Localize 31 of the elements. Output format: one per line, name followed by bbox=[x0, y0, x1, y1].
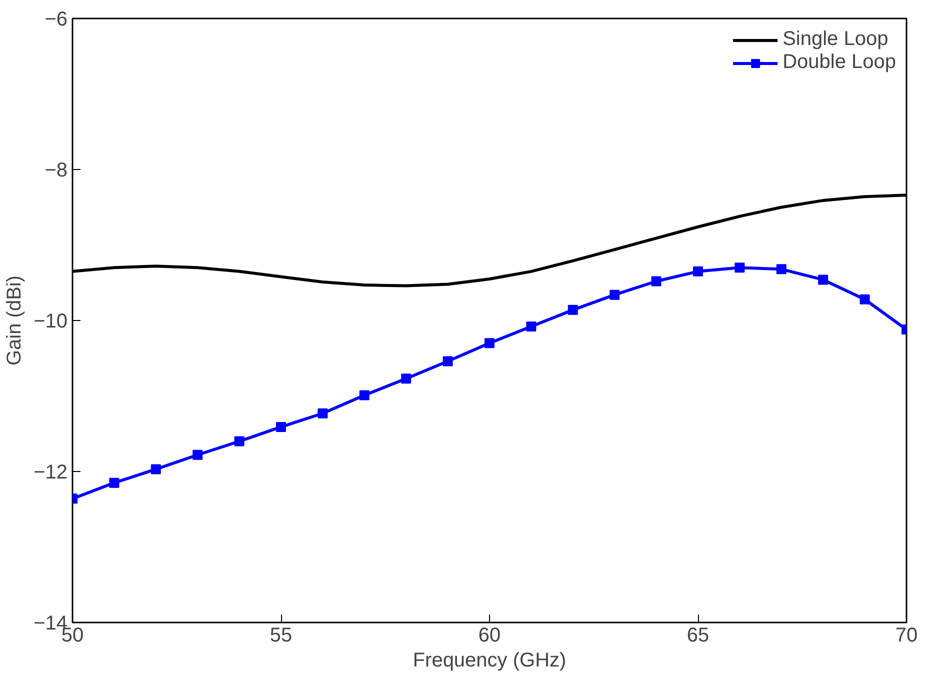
point bbox=[484, 338, 494, 348]
point bbox=[693, 266, 703, 276]
x-tick-label: 70 bbox=[895, 624, 918, 646]
x-tick-label: 65 bbox=[686, 624, 710, 646]
point bbox=[818, 274, 828, 285]
y-tick-label: −6 bbox=[44, 8, 68, 30]
point bbox=[651, 276, 662, 286]
point bbox=[526, 322, 536, 332]
point bbox=[734, 262, 745, 273]
point bbox=[276, 422, 286, 432]
legend-label: Single Loop bbox=[782, 28, 888, 51]
y-tick-label: −8 bbox=[44, 160, 68, 182]
y-tick-label: −10 bbox=[34, 310, 68, 332]
point bbox=[610, 290, 620, 300]
x-axis-title: Frequency (GHz) bbox=[412, 650, 566, 672]
x-tick-label: 55 bbox=[270, 624, 292, 646]
point bbox=[568, 304, 578, 315]
point bbox=[359, 390, 370, 400]
point bbox=[776, 264, 786, 274]
point bbox=[318, 408, 328, 418]
y-axis-title: Gain (dBi) bbox=[4, 275, 26, 366]
x-tick-label: 60 bbox=[478, 624, 501, 646]
point bbox=[401, 374, 412, 384]
legend-label: Double Loop bbox=[782, 51, 896, 74]
point bbox=[192, 450, 203, 460]
point bbox=[860, 294, 870, 304]
point bbox=[150, 464, 161, 474]
point bbox=[109, 478, 120, 488]
point bbox=[234, 436, 244, 446]
point bbox=[442, 356, 453, 366]
y-tick-label: −12 bbox=[34, 462, 68, 484]
